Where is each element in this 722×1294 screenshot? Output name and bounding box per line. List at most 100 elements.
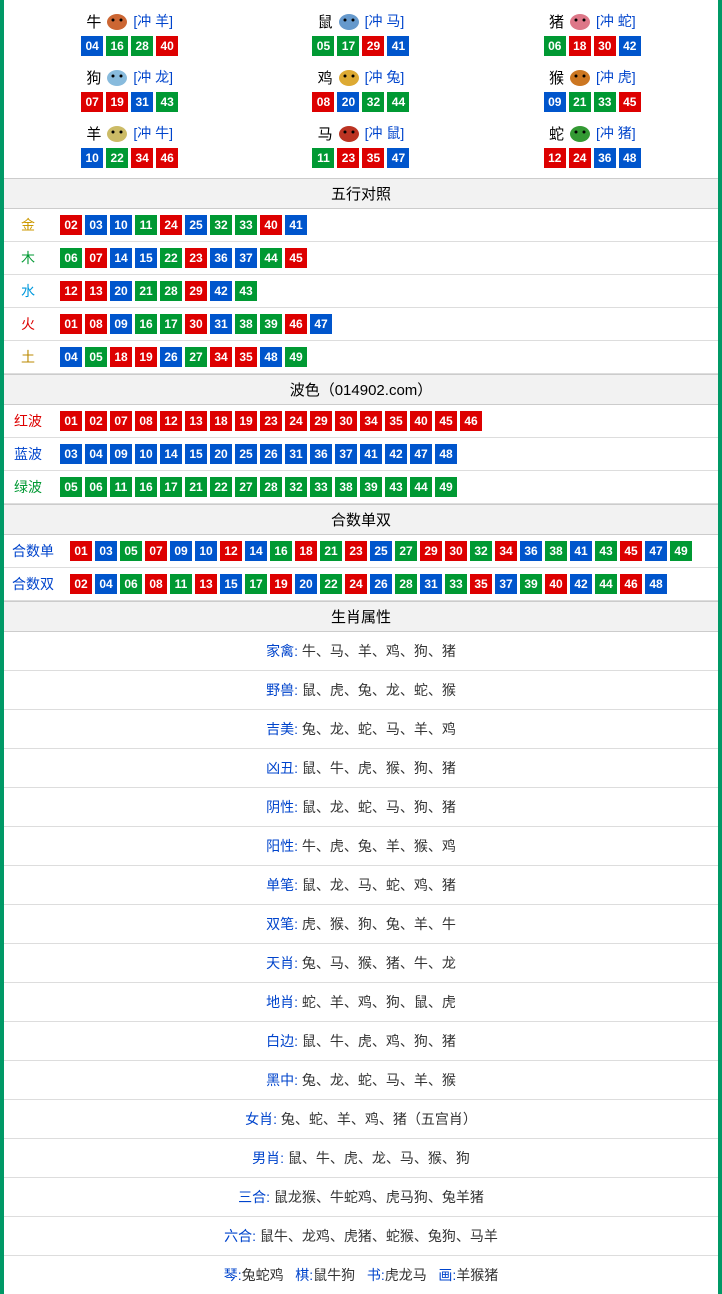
number-chip: 06 [120, 574, 142, 594]
number-chip: 11 [110, 477, 132, 497]
attribute-label: 阴性: [266, 799, 302, 815]
zodiac-cell: 鼠[冲 马]05172941 [245, 6, 476, 62]
number-chip: 20 [337, 92, 359, 112]
zodiac-numbers: 04162840 [81, 36, 178, 56]
number-chip: 23 [185, 248, 207, 268]
number-chip: 12 [220, 541, 242, 561]
table-row: 火0108091617303138394647 [4, 308, 718, 341]
table-row: 合数单0103050709101214161821232527293032343… [4, 535, 718, 568]
number-chip: 21 [320, 541, 342, 561]
attribute-row: 吉美: 兔、龙、蛇、马、羊、鸡 [4, 710, 718, 749]
table-row: 蓝波03040910141520252631363741424748 [4, 438, 718, 471]
number-chip: 17 [245, 574, 267, 594]
number-chip: 12 [544, 148, 566, 168]
row-numbers: 02031011242532334041 [52, 209, 718, 242]
number-chip: 04 [81, 36, 103, 56]
number-chip: 46 [620, 574, 642, 594]
heshu-table: 合数单0103050709101214161821232527293032343… [4, 535, 718, 601]
zodiac-clash: [冲 虎] [596, 67, 636, 87]
section-header-wuxing: 五行对照 [4, 178, 718, 209]
number-chip: 28 [260, 477, 282, 497]
attribute-value: 鼠牛、龙鸡、虎猪、蛇猴、兔狗、马羊 [260, 1228, 498, 1244]
zodiac-name: 牛 [86, 11, 101, 32]
bottom-value: 鼠牛狗 [313, 1267, 355, 1283]
number-chip: 18 [210, 411, 232, 431]
bottom-label: 画: [427, 1267, 457, 1283]
row-numbers: 05061116172122272832333839434449 [52, 471, 718, 504]
attribute-label: 地肖: [266, 994, 302, 1010]
number-chip: 30 [594, 36, 616, 56]
number-chip: 31 [131, 92, 153, 112]
attribute-label: 单笔: [266, 877, 302, 893]
zodiac-name: 猪 [549, 11, 564, 32]
bottom-label: 书: [355, 1267, 385, 1283]
number-chip: 02 [60, 215, 82, 235]
row-label: 木 [4, 242, 52, 275]
number-chip: 06 [60, 248, 82, 268]
table-row: 木06071415222336374445 [4, 242, 718, 275]
number-chip: 07 [145, 541, 167, 561]
zodiac-header: 蛇[冲 猪] [477, 122, 708, 144]
attribute-label: 天肖: [266, 955, 302, 971]
number-chip: 13 [85, 281, 107, 301]
row-label: 合数单 [4, 535, 62, 568]
number-chip: 45 [620, 541, 642, 561]
number-chip: 39 [360, 477, 382, 497]
number-chip: 42 [570, 574, 592, 594]
zodiac-cell: 马[冲 鼠]11233547 [245, 118, 476, 174]
number-chip: 28 [160, 281, 182, 301]
number-chip: 32 [285, 477, 307, 497]
attribute-value: 兔、龙、蛇、马、羊、鸡 [302, 721, 456, 737]
zodiac-cell: 鸡[冲 兔]08203244 [245, 62, 476, 118]
page-container: 牛[冲 羊]04162840鼠[冲 马]05172941猪[冲 蛇]061830… [0, 0, 722, 1294]
attribute-value: 虎、猴、狗、兔、羊、牛 [302, 916, 456, 932]
row-label: 绿波 [4, 471, 52, 504]
number-chip: 03 [60, 444, 82, 464]
number-chip: 11 [170, 574, 192, 594]
wuxing-table: 金02031011242532334041木060714152223363744… [4, 209, 718, 374]
zodiac-numbers: 11233547 [312, 148, 409, 168]
zodiac-clash: [冲 猪] [596, 123, 636, 143]
number-chip: 10 [81, 148, 103, 168]
number-chip: 09 [110, 444, 132, 464]
zodiac-numbers: 12243648 [544, 148, 641, 168]
number-chip: 03 [95, 541, 117, 561]
number-chip: 38 [235, 314, 257, 334]
attribute-row: 阳性: 牛、虎、兔、羊、猴、鸡 [4, 827, 718, 866]
number-chip: 14 [160, 444, 182, 464]
table-row: 金02031011242532334041 [4, 209, 718, 242]
zodiac-icon [566, 122, 594, 144]
number-chip: 15 [220, 574, 242, 594]
number-chip: 36 [210, 248, 232, 268]
number-chip: 18 [569, 36, 591, 56]
number-chip: 30 [185, 314, 207, 334]
number-chip: 44 [387, 92, 409, 112]
number-chip: 43 [156, 92, 178, 112]
number-chip: 30 [335, 411, 357, 431]
number-chip: 21 [185, 477, 207, 497]
number-chip: 16 [270, 541, 292, 561]
zodiac-clash: [冲 马] [365, 11, 405, 31]
number-chip: 22 [106, 148, 128, 168]
number-chip: 01 [60, 314, 82, 334]
attribute-label: 女肖: [245, 1111, 281, 1127]
zodiac-icon [103, 66, 131, 88]
number-chip: 18 [295, 541, 317, 561]
number-chip: 35 [362, 148, 384, 168]
attribute-row: 野兽: 鼠、虎、兔、龙、蛇、猴 [4, 671, 718, 710]
number-chip: 10 [195, 541, 217, 561]
attribute-value: 鼠、龙、马、蛇、鸡、猪 [302, 877, 456, 893]
attribute-row: 双笔: 虎、猴、狗、兔、羊、牛 [4, 905, 718, 944]
number-chip: 18 [110, 347, 132, 367]
number-chip: 48 [260, 347, 282, 367]
number-chip: 21 [569, 92, 591, 112]
number-chip: 22 [160, 248, 182, 268]
number-chip: 32 [210, 215, 232, 235]
attribute-row: 六合: 鼠牛、龙鸡、虎猪、蛇猴、兔狗、马羊 [4, 1217, 718, 1256]
zodiac-name: 狗 [86, 67, 101, 88]
number-chip: 25 [185, 215, 207, 235]
attribute-label: 阳性: [266, 838, 302, 854]
attribute-row: 家禽: 牛、马、羊、鸡、狗、猪 [4, 632, 718, 671]
number-chip: 26 [260, 444, 282, 464]
number-chip: 12 [160, 411, 182, 431]
